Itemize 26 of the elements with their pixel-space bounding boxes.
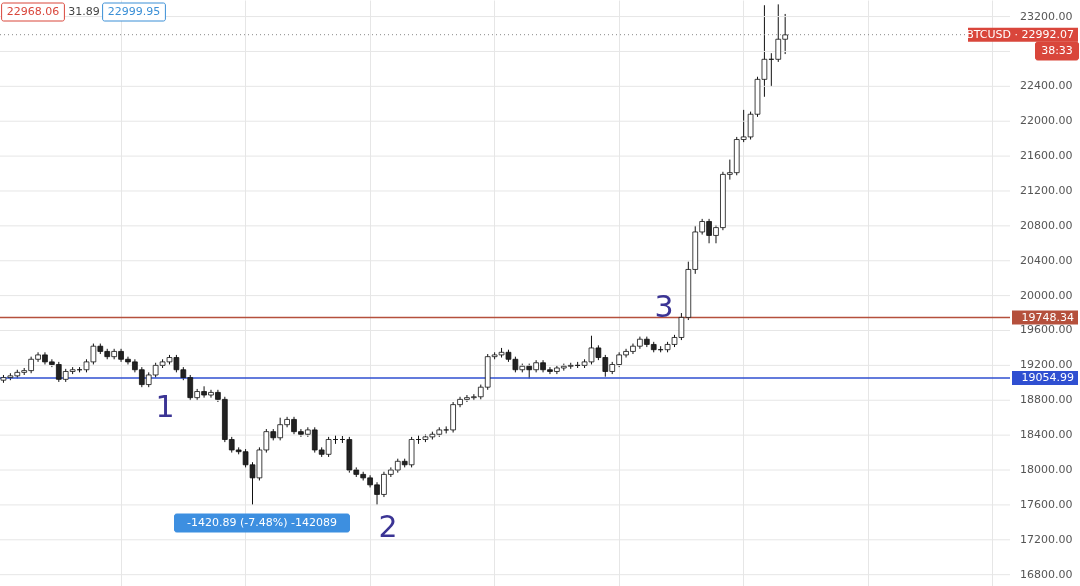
y-tick-label: 22000.00	[1020, 114, 1073, 128]
ref-line-label: 19054.99	[1021, 371, 1074, 385]
y-tick-label: 17600.00	[1020, 497, 1073, 511]
annotation: 31.89	[68, 5, 100, 18]
annotation: -1420.89 (-7.48%) -142089	[187, 516, 337, 529]
ref-line-label: 19748.34	[1021, 310, 1074, 324]
y-tick-label: 17200.00	[1020, 532, 1073, 546]
y-tick-label: 22400.00	[1020, 79, 1073, 93]
y-tick-label: 19600.00	[1020, 323, 1073, 337]
y-tick-label: 18800.00	[1020, 393, 1073, 407]
y-tick-label: 21200.00	[1020, 183, 1073, 197]
y-tick-label: 20000.00	[1020, 288, 1073, 302]
y-tick-label: 18400.00	[1020, 428, 1073, 442]
y-tick-label: 18000.00	[1020, 463, 1073, 477]
y-tick-label: 16800.00	[1020, 567, 1073, 581]
y-tick-label: 21600.00	[1020, 149, 1073, 163]
y-tick-label: 20800.00	[1020, 218, 1073, 232]
annotation: 22999.95	[107, 5, 161, 18]
y-tick-label: 20400.00	[1020, 253, 1073, 267]
text: 38:33	[1041, 44, 1073, 57]
annotation: 22968.06	[6, 5, 60, 18]
annotation: 2	[378, 509, 398, 544]
annotation: 1	[155, 389, 175, 424]
y-tick-label: 19200.00	[1020, 358, 1073, 372]
annotation: 3	[654, 289, 674, 324]
y-tick-label: 23200.00	[1020, 9, 1073, 23]
